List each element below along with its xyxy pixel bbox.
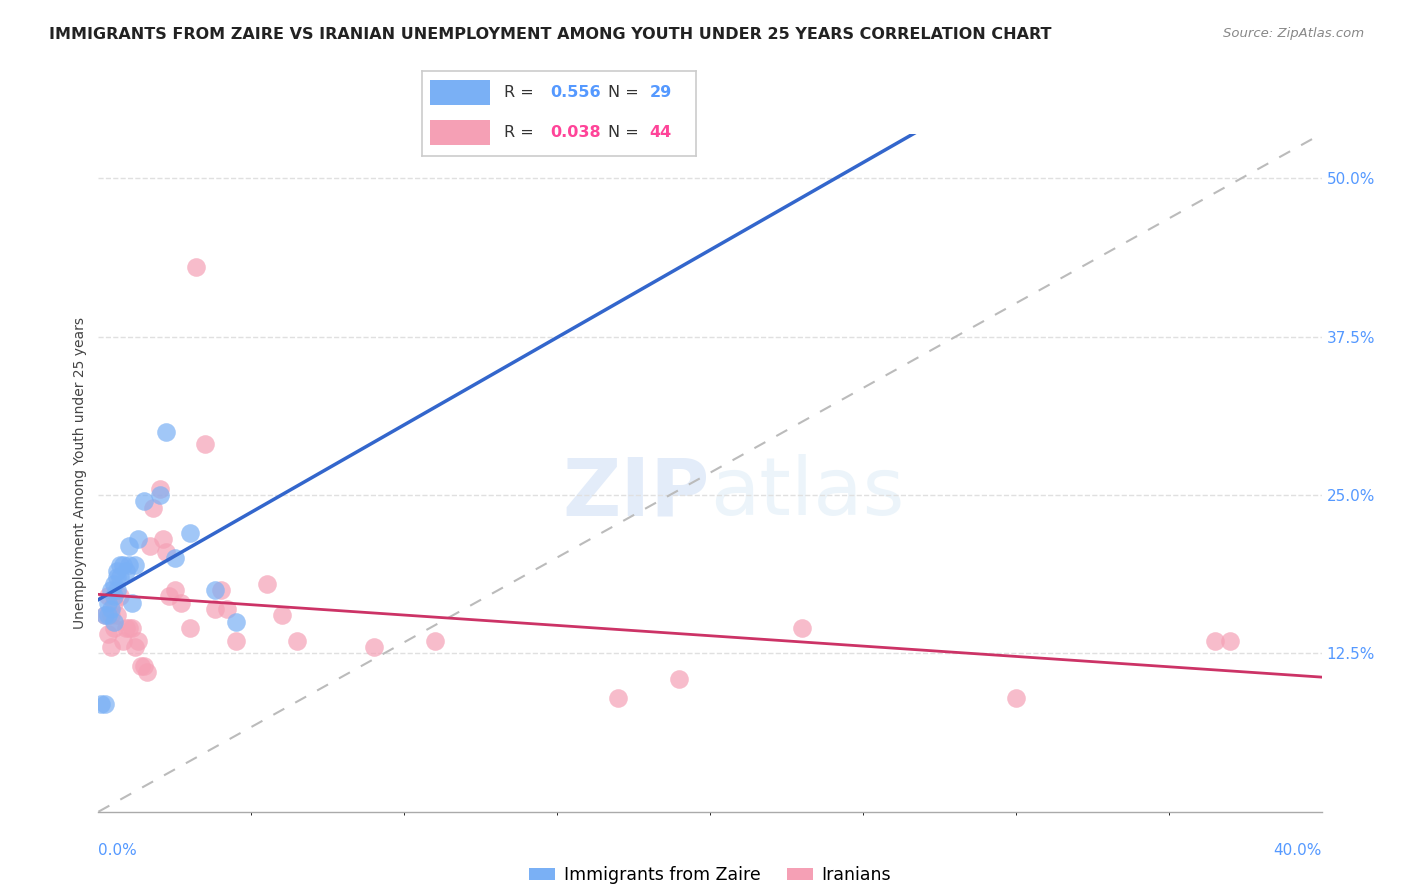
Point: [163, 582, 186, 597]
Text: ZIP: ZIP: [562, 454, 710, 533]
Point: [103, 621, 125, 635]
Point: [1219, 633, 1241, 648]
Point: [93, 608, 115, 623]
Text: IMMIGRANTS FROM ZAIRE VS IRANIAN UNEMPLOYMENT AMONG YOUTH UNDER 25 YEARS CORRELA: IMMIGRANTS FROM ZAIRE VS IRANIAN UNEMPLO…: [49, 27, 1052, 42]
Point: [105, 570, 128, 584]
Text: 29: 29: [650, 85, 672, 100]
Point: [103, 615, 125, 629]
Point: [209, 582, 232, 597]
Text: R =: R =: [505, 125, 538, 140]
Text: 40.0%: 40.0%: [1274, 843, 1322, 858]
Point: [149, 482, 172, 496]
Point: [121, 596, 143, 610]
Point: [115, 564, 138, 578]
Point: [139, 539, 162, 553]
Point: [90, 697, 112, 711]
Point: [170, 596, 193, 610]
Point: [136, 665, 159, 680]
Text: 0.0%: 0.0%: [98, 843, 138, 858]
Point: [115, 621, 138, 635]
Point: [118, 539, 141, 553]
Point: [186, 260, 208, 274]
Point: [105, 608, 128, 623]
Text: R =: R =: [505, 85, 538, 100]
Point: [285, 633, 308, 648]
Point: [194, 437, 217, 451]
Point: [105, 582, 128, 597]
Text: 0.038: 0.038: [551, 125, 602, 140]
Text: 44: 44: [650, 125, 672, 140]
Point: [1204, 633, 1226, 648]
Point: [163, 551, 186, 566]
Point: [179, 621, 201, 635]
Point: [93, 608, 115, 623]
Legend: Immigrants from Zaire, Iranians: Immigrants from Zaire, Iranians: [522, 859, 898, 891]
Point: [423, 633, 446, 648]
Point: [97, 608, 120, 623]
Point: [105, 564, 128, 578]
Point: [108, 590, 131, 604]
Point: [129, 659, 152, 673]
Point: [124, 640, 146, 654]
Point: [124, 558, 146, 572]
Point: [100, 602, 122, 616]
Point: [225, 615, 247, 629]
Point: [179, 525, 201, 540]
Point: [149, 488, 172, 502]
Point: [256, 576, 278, 591]
Point: [108, 558, 131, 572]
Text: N =: N =: [609, 85, 644, 100]
Point: [155, 425, 177, 439]
Point: [121, 621, 143, 635]
Text: 0.556: 0.556: [551, 85, 602, 100]
Bar: [430, 79, 491, 105]
Point: [157, 590, 180, 604]
Text: Source: ZipAtlas.com: Source: ZipAtlas.com: [1223, 27, 1364, 40]
Point: [103, 576, 125, 591]
Text: atlas: atlas: [710, 454, 904, 533]
Point: [103, 596, 125, 610]
Point: [118, 558, 141, 572]
Point: [100, 640, 122, 654]
Point: [97, 596, 120, 610]
Point: [270, 608, 292, 623]
Bar: [430, 120, 491, 145]
Point: [134, 494, 156, 508]
Point: [607, 690, 630, 705]
Point: [1004, 690, 1026, 705]
Point: [97, 590, 120, 604]
Point: [108, 570, 131, 584]
Point: [93, 697, 115, 711]
Y-axis label: Unemployment Among Youth under 25 years: Unemployment Among Youth under 25 years: [73, 317, 87, 629]
Point: [155, 545, 177, 559]
Point: [204, 602, 226, 616]
Point: [111, 558, 134, 572]
Point: [142, 500, 165, 515]
Point: [152, 533, 174, 547]
Point: [118, 621, 141, 635]
Point: [363, 640, 385, 654]
Point: [111, 633, 134, 648]
Point: [134, 659, 156, 673]
Point: [215, 602, 238, 616]
Point: [100, 608, 122, 623]
Point: [97, 627, 120, 641]
Point: [127, 533, 149, 547]
Point: [790, 621, 813, 635]
Point: [668, 672, 690, 686]
Point: [127, 633, 149, 648]
Point: [100, 582, 122, 597]
Text: N =: N =: [609, 125, 644, 140]
Point: [103, 590, 125, 604]
Point: [204, 582, 226, 597]
Point: [225, 633, 247, 648]
